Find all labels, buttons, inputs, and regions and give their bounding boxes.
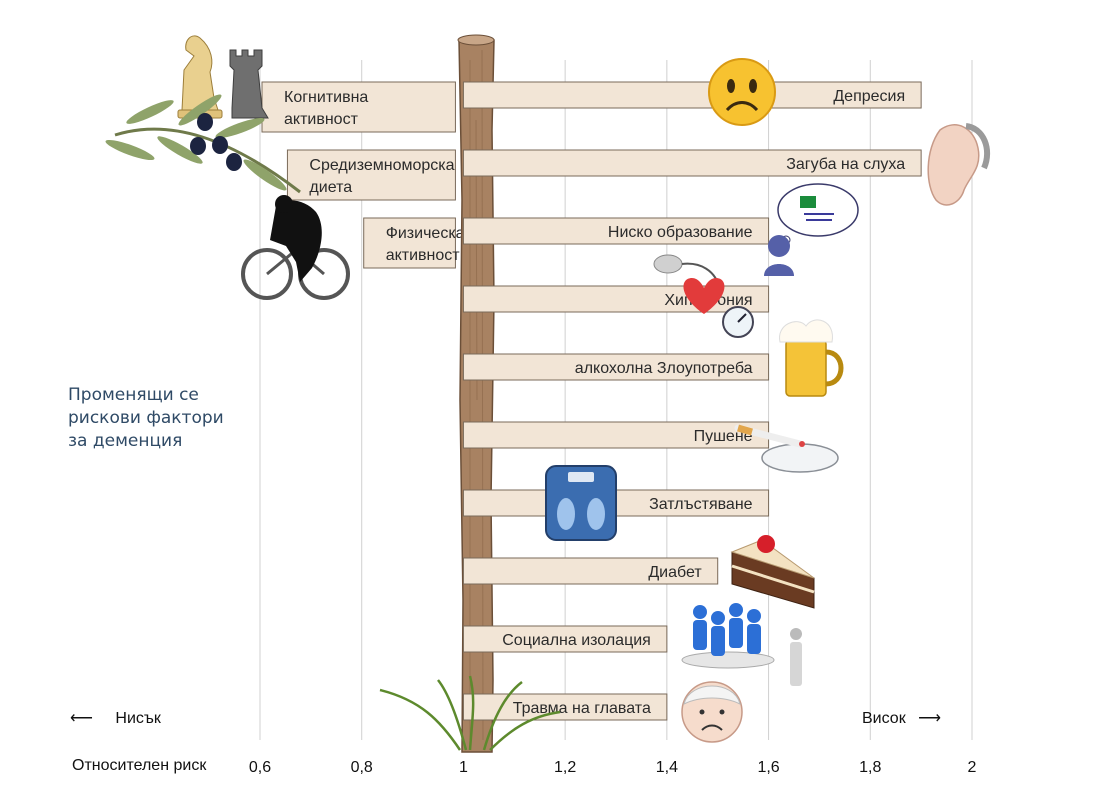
risk-label: Депресия <box>833 88 905 105</box>
risk-bar <box>462 149 922 177</box>
risk-bar <box>462 557 719 585</box>
x-tick-label: 1,4 <box>656 759 678 776</box>
cigarette-icon <box>734 424 839 473</box>
olive-branch-icon <box>105 94 301 194</box>
x-tick-label: 1,6 <box>757 759 779 776</box>
risk-bar <box>462 421 770 449</box>
post-top <box>457 34 495 46</box>
risk-bar <box>462 353 770 381</box>
blood-pressure-icon <box>653 254 754 338</box>
risk-sign: Травма на главата <box>462 693 668 721</box>
risk-sign: алкохолна Злоупотреба <box>462 353 770 381</box>
scale-icon <box>545 465 617 541</box>
side-note-line: Променящи се <box>68 385 199 405</box>
protective-sign: Когнитивна активност <box>261 81 456 133</box>
chess-icon <box>177 35 269 119</box>
grass-icon <box>379 675 561 751</box>
low-label: ⟵ Нисък <box>70 708 161 728</box>
cake-icon <box>730 535 815 609</box>
ear-icon <box>927 123 991 206</box>
sad-face-icon <box>708 58 776 126</box>
risk-bar <box>462 81 922 109</box>
education-thought-icon <box>764 183 859 276</box>
cyclist-icon <box>241 195 350 300</box>
x-tick-label: 0,8 <box>351 759 373 776</box>
icons <box>105 35 991 751</box>
x-axis-ticks: 0,6 0,8 1 1,2 1,4 1,6 1,8 2 <box>249 759 977 776</box>
high-label-text: Висок <box>862 710 906 727</box>
protective-label: Физическа <box>386 225 465 242</box>
side-note: Променящи се рискови фактори за деменция <box>68 384 288 453</box>
risk-label: Диабет <box>648 564 702 581</box>
protective-sign: Физическа активност <box>363 217 465 269</box>
risk-label: Пушене <box>694 428 753 445</box>
protective-label: Средиземноморска <box>309 157 454 174</box>
risk-label: Травма на главата <box>513 700 651 717</box>
risk-bar <box>462 625 668 653</box>
x-axis-title: Относителен риск <box>72 757 207 774</box>
x-tick-label: 1,2 <box>554 759 576 776</box>
protective-signs: Когнитивна активност Средиземноморска диета… <box>261 81 465 269</box>
protective-sign: Средиземноморска диета <box>286 149 456 201</box>
risk-signs: Депресия Загуба на слуха Ниско образование… <box>462 81 922 721</box>
arrow-right-icon: ⟶ <box>918 710 942 727</box>
risk-label: Ниско образование <box>608 224 753 241</box>
side-note-line: за деменция <box>68 431 183 451</box>
protective-label: Когнитивна <box>284 89 368 106</box>
risk-label: алкохолна Злоупотреба <box>575 360 753 377</box>
protective-bar <box>286 149 456 201</box>
protective-label: диета <box>309 179 352 196</box>
risk-bar <box>462 217 770 245</box>
head-injury-icon <box>681 681 743 743</box>
x-tick-label: 1 <box>459 759 468 776</box>
x-tick-label: 0,6 <box>249 759 271 776</box>
beer-mug-icon <box>779 319 844 397</box>
protective-label: активност <box>284 111 359 128</box>
risk-sign: Загуба на слуха <box>462 149 922 177</box>
side-note-line: рискови фактори <box>68 408 224 428</box>
protective-label: активност <box>386 247 461 264</box>
high-label: Висок ⟶ <box>862 708 941 728</box>
risk-sign: Депресия <box>462 81 922 109</box>
risk-label: Социална изолация <box>502 632 651 649</box>
risk-sign: Ниско образование <box>462 217 770 245</box>
low-label-text: Нисък <box>115 710 161 727</box>
risk-label: Загуба на слуха <box>786 156 905 173</box>
x-tick-label: 1,8 <box>859 759 881 776</box>
arrow-left-icon: ⟵ <box>70 710 93 727</box>
risk-label: Затлъстяване <box>649 496 753 513</box>
x-tick-label: 2 <box>968 759 977 776</box>
risk-sign: Социална изолация <box>462 625 668 653</box>
risk-sign: Диабет <box>462 557 719 585</box>
risk-sign: Пушене <box>462 421 770 449</box>
protective-bar <box>363 217 456 269</box>
isolation-icon <box>681 603 802 686</box>
